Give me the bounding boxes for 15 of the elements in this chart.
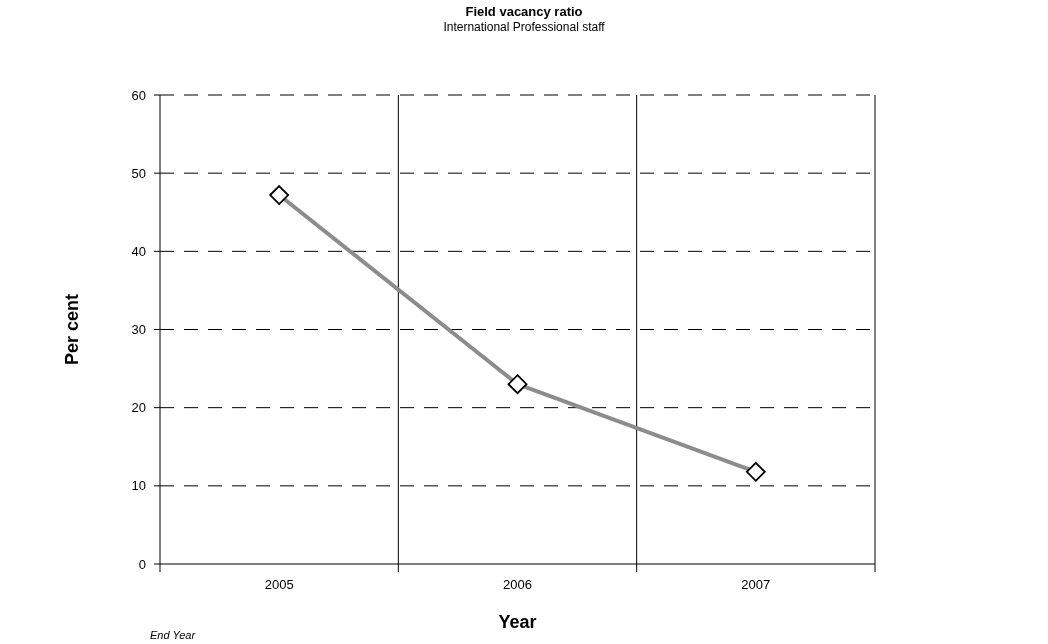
y-tick-label: 60 [131,87,146,103]
y-tick-label: 10 [131,478,146,494]
chart-subtitle: International Professional staff [443,20,606,34]
x-tick-label: 2006 [503,577,532,592]
y-axis-title: Per cent [62,293,82,366]
y-tick-label: 50 [131,165,146,181]
y-tick-label: 30 [131,322,146,338]
y-tick-label: 40 [131,243,146,259]
y-tick-label: 20 [131,400,146,416]
x-tick-label: 2005 [264,577,294,592]
chart-title: Field vacancy ratio [465,4,583,19]
x-tick-label: 2007 [741,577,771,592]
text: End Year [150,629,197,641]
y-tick-label: 0 [138,556,146,572]
x-axis-title: Year [498,612,537,632]
